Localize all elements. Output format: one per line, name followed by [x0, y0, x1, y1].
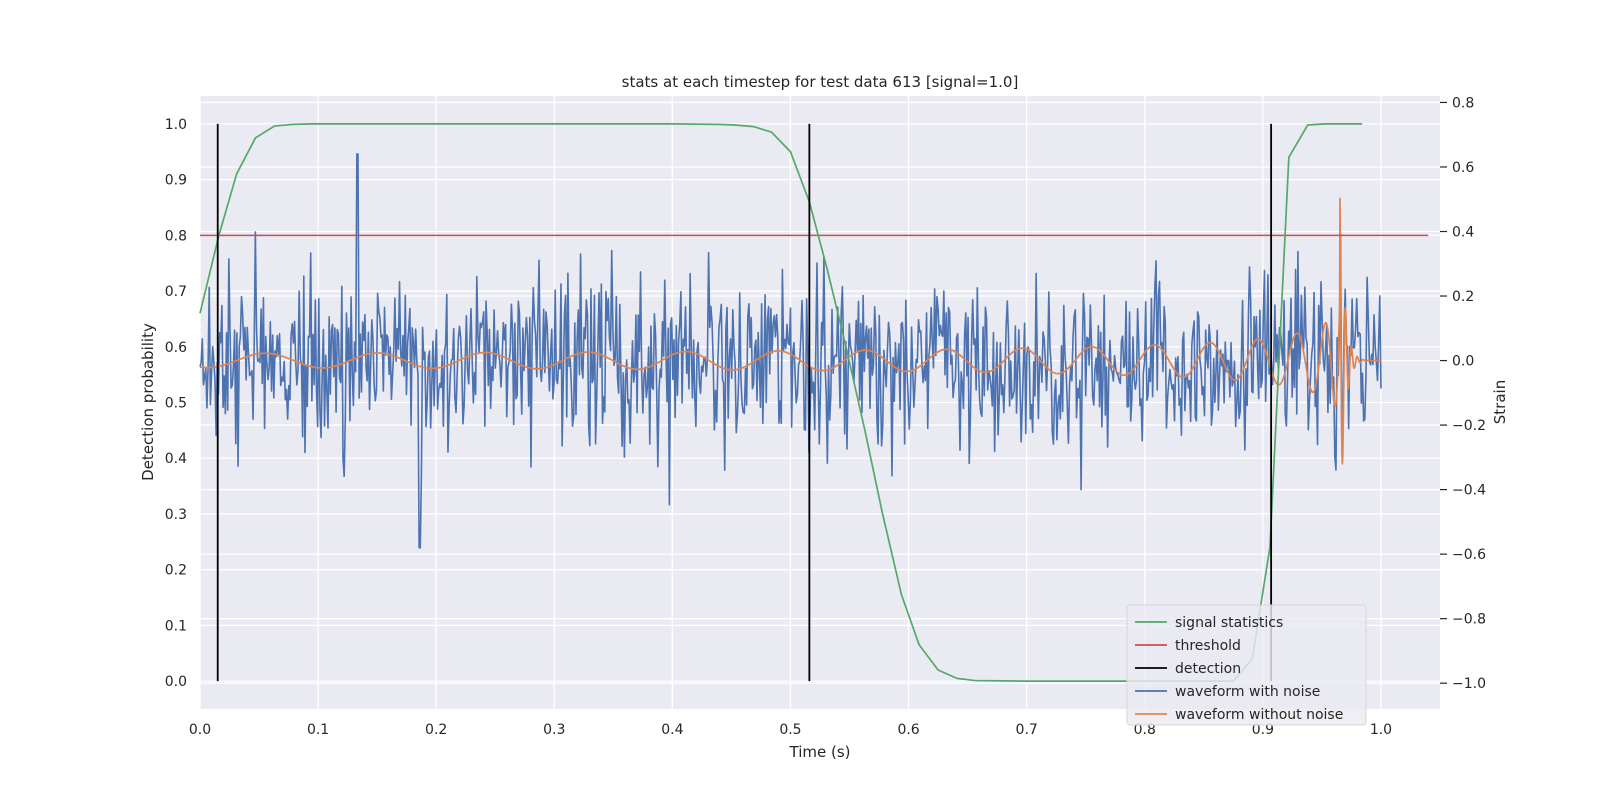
y-tick-label-left: 0.3	[165, 507, 187, 523]
y-tick-label-left: 0.0	[165, 674, 187, 690]
y-tick-label-right: −1.0	[1452, 676, 1486, 692]
x-tick-label: 0.5	[779, 722, 801, 738]
legend-label: signal statistics	[1175, 615, 1283, 631]
legend-label: detection	[1175, 661, 1241, 677]
y-tick-label-left: 0.9	[165, 173, 187, 189]
x-tick-label: 0.2	[425, 722, 447, 738]
x-tick-label: 0.6	[897, 722, 919, 738]
x-tick-label: 0.9	[1252, 722, 1274, 738]
y-tick-label-left: 0.8	[165, 228, 187, 244]
series-waveform-with-noise	[199, 153, 1382, 549]
x-axis-label: Time (s)	[789, 743, 851, 761]
y-tick-label-left: 0.6	[165, 340, 187, 356]
legend-label: threshold	[1175, 638, 1241, 654]
y-tick-label-right: 0.4	[1452, 225, 1474, 241]
x-tick-label: 0.0	[189, 722, 211, 738]
x-tick-label: 0.1	[307, 722, 329, 738]
y-tick-label-right: 0.2	[1452, 289, 1474, 305]
y-tick-label-right: 0.0	[1452, 354, 1474, 370]
y-tick-label-left: 0.5	[165, 396, 187, 412]
y-axis-label-right: Strain	[1491, 380, 1509, 424]
x-tick-label: 0.7	[1016, 722, 1038, 738]
y-tick-label-right: −0.6	[1452, 547, 1486, 563]
x-tick-label: 1.0	[1370, 722, 1392, 738]
legend-box	[1126, 604, 1367, 726]
y-tick-label-left: 0.2	[165, 563, 187, 579]
y-tick-label-left: 0.1	[165, 618, 187, 634]
y-tick-label-right: 0.8	[1452, 95, 1474, 111]
legend-label: waveform with noise	[1175, 684, 1320, 700]
legend: signal statistics threshold detection wavef…	[1126, 604, 1367, 726]
y-tick-label-right: −0.4	[1452, 483, 1486, 499]
chart-title: stats at each timestep for test data 613…	[622, 73, 1019, 91]
y-tick-label-left: 1.0	[165, 117, 187, 133]
x-tick-label: 0.3	[543, 722, 565, 738]
series-waveform-without-noise	[199, 197, 1382, 465]
y-tick-label-left: 0.4	[165, 451, 187, 467]
y-tick-label-right: −0.2	[1452, 418, 1486, 434]
series-layer	[199, 123, 1429, 682]
ticks: 0.0 0.1 0.2 0.3 0.4 0.5 0.6 0.7 0.8 0.9 1.0 0.0 0.1 0…	[165, 95, 1486, 738]
y-tick-label-left: 0.7	[165, 284, 187, 300]
y-tick-label-right: −0.8	[1452, 612, 1486, 628]
x-tick-label: 0.8	[1134, 722, 1156, 738]
x-tick-label: 0.4	[661, 722, 683, 738]
y-axis-label-left: Detection probability	[139, 323, 157, 481]
y-tick-label-right: 0.6	[1452, 160, 1474, 176]
legend-label: waveform without noise	[1175, 707, 1343, 723]
